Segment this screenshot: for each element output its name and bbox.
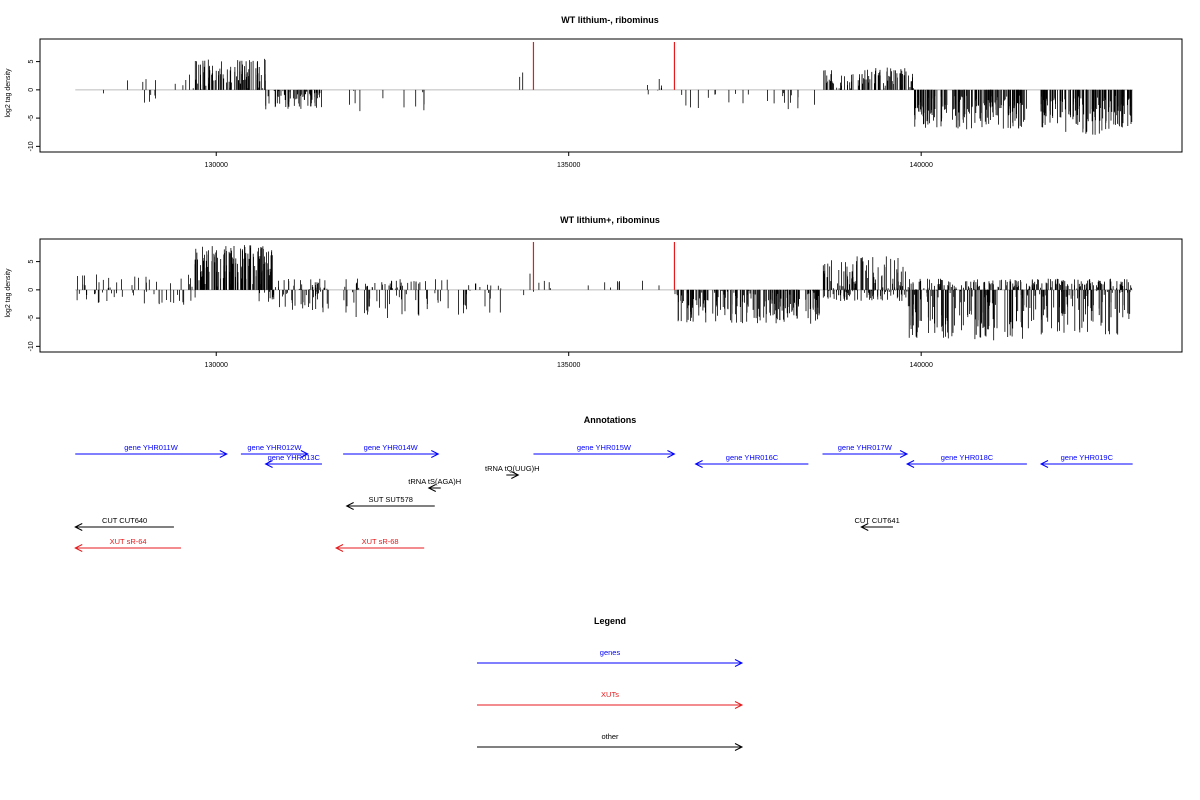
legend: Legend genes XUTs other <box>477 616 744 751</box>
annotation-feature: XUT sR-64 <box>74 537 181 552</box>
chart-title: WT lithium+, ribominus <box>560 215 660 225</box>
feature-label: gene YHR015W <box>577 443 632 452</box>
feature-label: gene YHR016C <box>726 453 779 462</box>
arrowhead <box>300 450 309 458</box>
y-tick-label: -10 <box>28 141 35 151</box>
x-axis: 130000 135000 140000 <box>205 352 933 369</box>
annotation-feature: gene YHR016C <box>694 453 809 468</box>
x-tick-label: 135000 <box>557 162 580 169</box>
feature-label: XUT sR-68 <box>362 537 399 546</box>
arrowhead <box>860 523 869 531</box>
annotation-feature: tRNA tS(AGA)H <box>408 477 461 492</box>
y-tick-label: -5 <box>28 115 35 121</box>
legend-entry: XUTs <box>477 690 744 709</box>
panel-wt-lithium-minus: WT lithium-, ribominus log2 tag density … <box>5 15 1183 169</box>
arrowhead <box>1039 460 1049 468</box>
legend-label: other <box>601 732 619 741</box>
bars-layer <box>75 42 1133 135</box>
arrowhead <box>734 659 744 667</box>
chart-title: WT lithium-, ribominus <box>561 15 659 25</box>
annotation-feature: tRNA tQ(UUG)H <box>485 464 540 479</box>
legend-entry: other <box>477 732 744 751</box>
arrowhead <box>74 544 83 552</box>
arrowhead <box>905 460 915 468</box>
arrowhead <box>264 460 273 468</box>
feature-label: gene YHR017W <box>838 443 893 452</box>
arrowhead <box>899 450 909 458</box>
feature-label: gene YHR012W <box>247 443 302 452</box>
annotation-feature: gene YHR011W <box>75 443 228 458</box>
annotations-track: Annotations gene YHR011W gene YHR012Wgene… <box>74 415 1133 552</box>
annotation-feature: gene YHR018C <box>905 453 1027 468</box>
x-tick-label: 140000 <box>909 162 932 169</box>
y-axis: 5 0 -5 -10 <box>28 60 40 151</box>
plot-frame <box>39 238 1183 353</box>
annotation-feature: gene YHR015W <box>533 443 676 458</box>
feature-label: CUT CUT641 <box>854 516 899 525</box>
x-tick-label: 140000 <box>909 362 932 369</box>
y-axis-label: log2 tag density <box>5 68 12 118</box>
annotation-feature: SUT SUT578 <box>345 495 435 510</box>
arrowhead <box>334 544 344 552</box>
annotation-feature: gene YHR014W <box>343 443 440 458</box>
feature-label: tRNA tS(AGA)H <box>408 477 461 486</box>
annotation-feature: gene YHR019C <box>1039 453 1133 468</box>
y-tick-label: 0 <box>28 88 35 92</box>
x-tick-label: 135000 <box>557 362 580 369</box>
annotation-feature: XUT sR-68 <box>334 537 425 552</box>
x-axis: 130000 135000 140000 <box>205 152 933 169</box>
feature-label: gene YHR013C <box>268 453 321 462</box>
arrowhead <box>74 523 83 531</box>
arrowhead <box>431 450 440 458</box>
arrowhead <box>667 450 676 458</box>
feature-label: gene YHR019C <box>1061 453 1114 462</box>
x-tick-label: 130000 <box>205 162 228 169</box>
panel-wt-lithium-plus: WT lithium+, ribominus log2 tag density … <box>5 215 1183 369</box>
arrowhead <box>345 502 354 510</box>
feature-label: CUT CUT640 <box>102 516 147 525</box>
annotations-title: Annotations <box>584 415 637 425</box>
arrowhead <box>734 701 744 709</box>
arrowhead <box>511 471 520 479</box>
arrowhead <box>219 450 228 458</box>
legend-entry: genes <box>477 648 744 667</box>
legend-label: XUTs <box>601 690 619 699</box>
x-tick-label: 130000 <box>205 362 228 369</box>
legend-title: Legend <box>594 616 626 626</box>
annotation-feature: gene YHR017W <box>822 443 909 458</box>
y-tick-label: -5 <box>28 315 35 321</box>
legend-entries: genes XUTs other <box>477 648 744 751</box>
y-tick-label: 0 <box>28 288 35 292</box>
annotation-feature: CUT CUT641 <box>854 516 900 531</box>
y-axis-label: log2 tag density <box>5 268 12 318</box>
y-axis: 5 0 -5 -10 <box>28 260 40 351</box>
arrowhead <box>427 484 436 492</box>
annotation-feature: gene YHR013C <box>264 453 322 468</box>
bars-layer <box>75 242 1133 341</box>
plot-frame <box>39 38 1183 153</box>
arrowhead <box>694 460 703 468</box>
feature-label: XUT sR-64 <box>110 537 147 546</box>
y-tick-label: -10 <box>28 341 35 351</box>
annotation-feature: gene YHR012W <box>240 443 309 458</box>
legend-label: genes <box>600 648 621 657</box>
y-tick-label: 5 <box>28 260 35 264</box>
feature-label: gene YHR018C <box>941 453 994 462</box>
y-tick-label: 5 <box>28 60 35 64</box>
feature-label: gene YHR011W <box>124 443 178 452</box>
feature-label: gene YHR014W <box>364 443 419 452</box>
feature-label: SUT SUT578 <box>368 495 412 504</box>
annotation-feature: CUT CUT640 <box>74 516 174 531</box>
feature-label: tRNA tQ(UUG)H <box>485 464 540 473</box>
arrowhead <box>734 743 744 751</box>
